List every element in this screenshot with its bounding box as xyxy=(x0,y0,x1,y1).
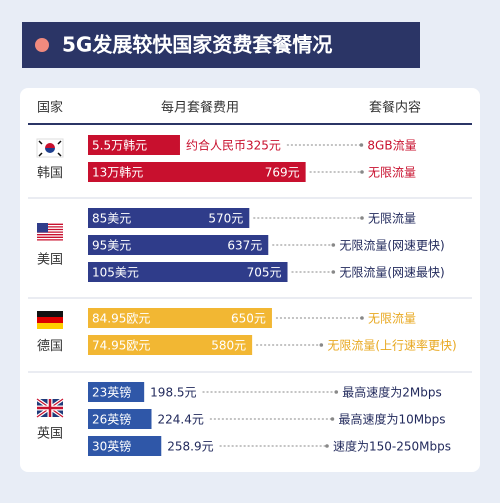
value-label: 650元 xyxy=(231,312,266,326)
value-label: 258.9元 xyxy=(167,440,213,454)
local-price: 13万韩元 xyxy=(92,165,143,180)
leader-dot xyxy=(330,417,335,421)
plan-label: 最高速度为10Mbps xyxy=(338,412,445,427)
leader-dot xyxy=(360,316,364,320)
country-label: 美国 xyxy=(37,253,63,268)
country-label: 英国 xyxy=(37,427,63,442)
local-price: 23英镑 xyxy=(92,385,131,400)
bar xyxy=(88,409,152,429)
local-price: 95美元 xyxy=(92,239,131,253)
local-price: 85美元 xyxy=(92,212,131,226)
plan-label: 速度为150-250Mbps xyxy=(333,439,451,454)
leader-dot xyxy=(359,143,364,147)
value-label: 198.5元 xyxy=(150,386,196,400)
value-label: 580元 xyxy=(211,339,246,353)
plan-label: 无限流量(网速更快) xyxy=(339,239,444,253)
value-label: 570元 xyxy=(208,212,243,226)
value-label: 637元 xyxy=(227,239,262,253)
column-header: 每月套餐费用 xyxy=(161,100,239,116)
local-price: 26英镑 xyxy=(92,412,131,427)
column-header: 国家 xyxy=(37,100,63,116)
flag-uk xyxy=(36,397,64,419)
bar xyxy=(88,208,250,228)
flag-kr xyxy=(36,138,64,158)
local-price: 84.95欧元 xyxy=(92,312,150,326)
country-label: 韩国 xyxy=(37,166,63,181)
bar xyxy=(88,235,269,255)
flag-us xyxy=(37,223,63,241)
local-price: 74.95欧元 xyxy=(92,339,150,353)
local-price: 105美元 xyxy=(92,266,139,280)
leader-dot xyxy=(319,343,324,347)
plan-label: 无限流量 xyxy=(368,166,416,180)
plan-label: 无限流量 xyxy=(368,212,416,226)
plan-label: 8GB流量 xyxy=(367,139,416,153)
bar xyxy=(88,436,162,456)
value-label: 约合人民币325元 xyxy=(186,138,281,153)
plan-label: 无限流量(网速最快) xyxy=(339,266,444,280)
leader-dot xyxy=(331,243,336,247)
value-label: 705元 xyxy=(247,266,282,280)
chart-title: 5G发展较快国家资费套餐情况 xyxy=(62,33,332,57)
value-label: 769元 xyxy=(265,166,300,180)
title-bar xyxy=(22,22,420,68)
local-price: 30英镑 xyxy=(92,439,131,454)
bar xyxy=(88,335,253,355)
leader-dot xyxy=(360,216,364,220)
bar xyxy=(88,382,145,402)
plan-label: 无限流量 xyxy=(368,312,416,326)
leader-dot xyxy=(334,390,339,394)
bar xyxy=(88,308,272,328)
value-label: 224.4元 xyxy=(158,413,204,427)
plan-label: 最高速度为2Mbps xyxy=(342,385,441,400)
column-header: 套餐内容 xyxy=(369,100,421,116)
leader-dot xyxy=(325,444,329,448)
local-price: 5.5万韩元 xyxy=(92,138,147,153)
flag-de xyxy=(37,311,63,329)
leader-dot xyxy=(331,270,336,274)
bar xyxy=(88,135,180,155)
bar xyxy=(88,162,306,182)
country-label: 德国 xyxy=(37,339,63,354)
title-dot xyxy=(35,38,49,52)
leader-dot xyxy=(360,170,364,174)
bar xyxy=(88,262,288,282)
plan-label: 无限流量(上行速率更快) xyxy=(327,338,456,353)
